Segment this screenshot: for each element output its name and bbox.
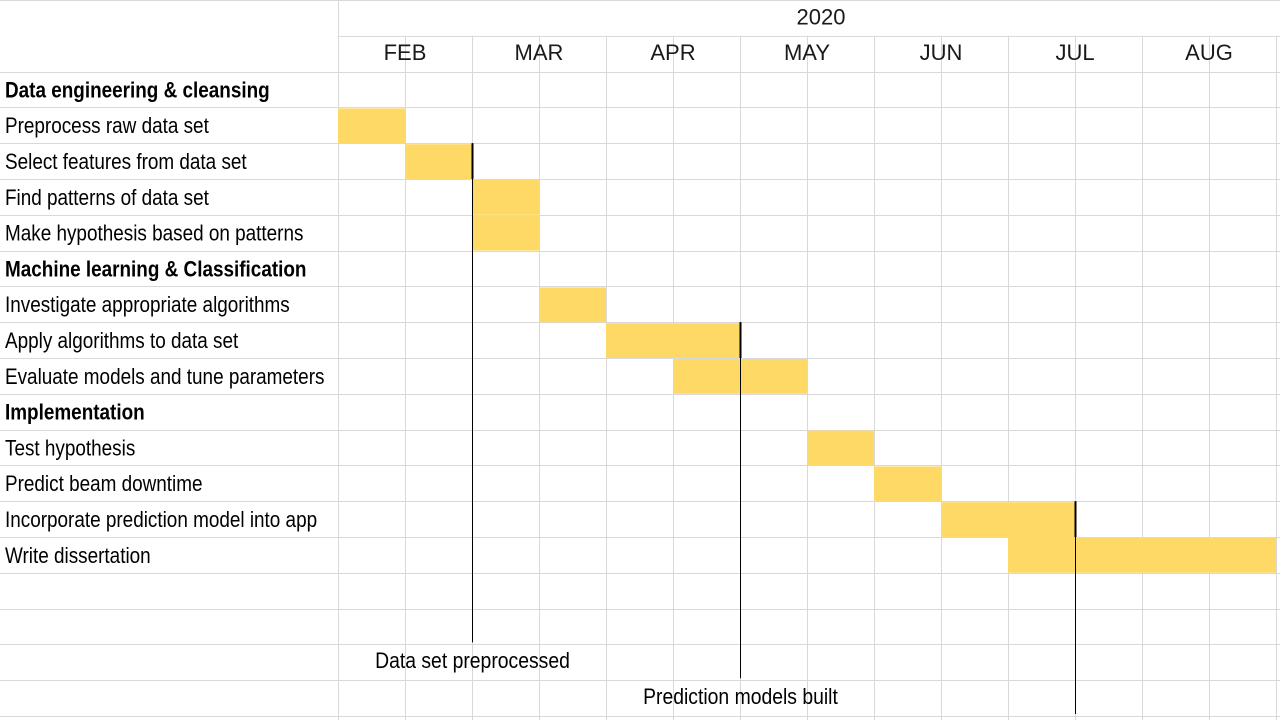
task-label: Predict beam downtime <box>5 472 203 497</box>
year-header: 2020 <box>797 4 846 29</box>
task-label: Apply algorithms to data set <box>5 329 239 354</box>
month-header-jul: JUL <box>1055 40 1094 65</box>
section-heading: Data engineering & cleansing <box>5 78 270 103</box>
month-header-apr: APR <box>650 40 695 65</box>
milestone-label: Data set preprocessed <box>375 649 570 673</box>
month-header-feb: FEB <box>384 40 427 65</box>
month-header-mar: MAR <box>515 40 564 65</box>
task-bar <box>338 108 405 144</box>
month-header-jun: JUN <box>920 40 963 65</box>
task-bar <box>405 144 472 179</box>
task-label: Select features from data set <box>5 150 247 175</box>
task-bar <box>539 287 606 323</box>
labels: 2020 FEB MAR APR MAY JUN JUL AUG Data engineerin… <box>5 4 1233 568</box>
month-header-aug: AUG <box>1185 40 1233 65</box>
task-label: Test hypothesis <box>5 436 135 461</box>
task-label: Incorporate prediction model into app <box>5 508 317 533</box>
task-bar <box>941 502 1075 537</box>
section-heading: Machine learning & Classification <box>5 257 306 282</box>
task-bar <box>874 466 941 502</box>
task-label: Write dissertation <box>5 543 151 568</box>
task-bar <box>472 180 539 215</box>
task-label: Preprocess raw data set <box>5 114 209 139</box>
section-heading: Implementation <box>5 400 145 425</box>
task-bar <box>1008 538 1276 573</box>
milestones: Data set preprocessed Prediction models b… <box>375 143 1077 714</box>
task-bar <box>807 430 874 466</box>
task-label: Make hypothesis based on patterns <box>5 221 303 246</box>
month-header-may: MAY <box>784 40 830 65</box>
task-label: Evaluate models and tune parameters <box>5 364 324 389</box>
task-bar <box>472 215 539 251</box>
task-label: Find patterns of data set <box>5 185 209 210</box>
milestone-label: Prediction models built <box>643 685 838 709</box>
task-bar <box>606 323 740 358</box>
task-label: Investigate appropriate algorithms <box>5 293 290 318</box>
